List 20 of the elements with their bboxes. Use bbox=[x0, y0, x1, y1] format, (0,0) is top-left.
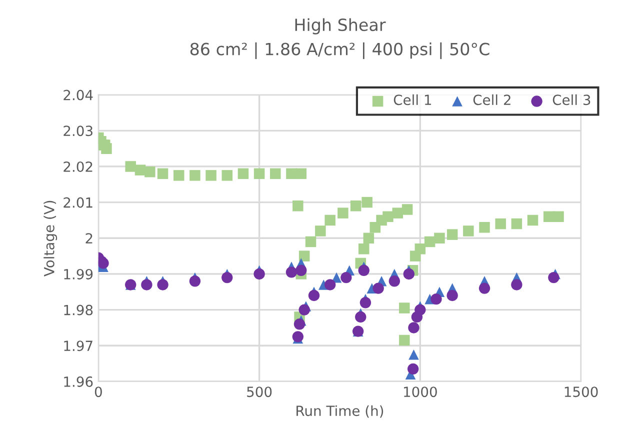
y-tick-label: 1.97 bbox=[64, 340, 92, 352]
y-tick-label: 2.04 bbox=[64, 90, 93, 100]
y-tick-label: 2.02 bbox=[64, 161, 92, 172]
y-tick-label: 1.99 bbox=[64, 268, 93, 280]
x-tick-label: 0 bbox=[94, 386, 102, 398]
legend-label: Cell 1 bbox=[394, 94, 432, 106]
x-tick-label: 500 bbox=[247, 386, 272, 398]
y-tick-label: 2 bbox=[86, 233, 92, 244]
y-tick-label: 2.01 bbox=[64, 197, 92, 208]
chart-title: High Shear bbox=[295, 18, 386, 34]
x-axis-title: Run Time (h) bbox=[296, 405, 384, 418]
x-tick-label: 1500 bbox=[564, 386, 598, 398]
y-tick-label: 2.03 bbox=[64, 126, 92, 136]
legend-label: Cell 2 bbox=[473, 94, 510, 106]
chart-subtitle: 86 cm² | 1.86 A/cm² | 400 psi | 50°C bbox=[190, 42, 490, 60]
y-tick-label: 1.98 bbox=[64, 304, 93, 316]
y-tick-label: 1.96 bbox=[64, 376, 93, 387]
x-tick-label: 1000 bbox=[404, 386, 437, 398]
legend-label: Cell 3 bbox=[552, 94, 590, 106]
y-axis-title: Voltage (V) bbox=[44, 200, 58, 276]
